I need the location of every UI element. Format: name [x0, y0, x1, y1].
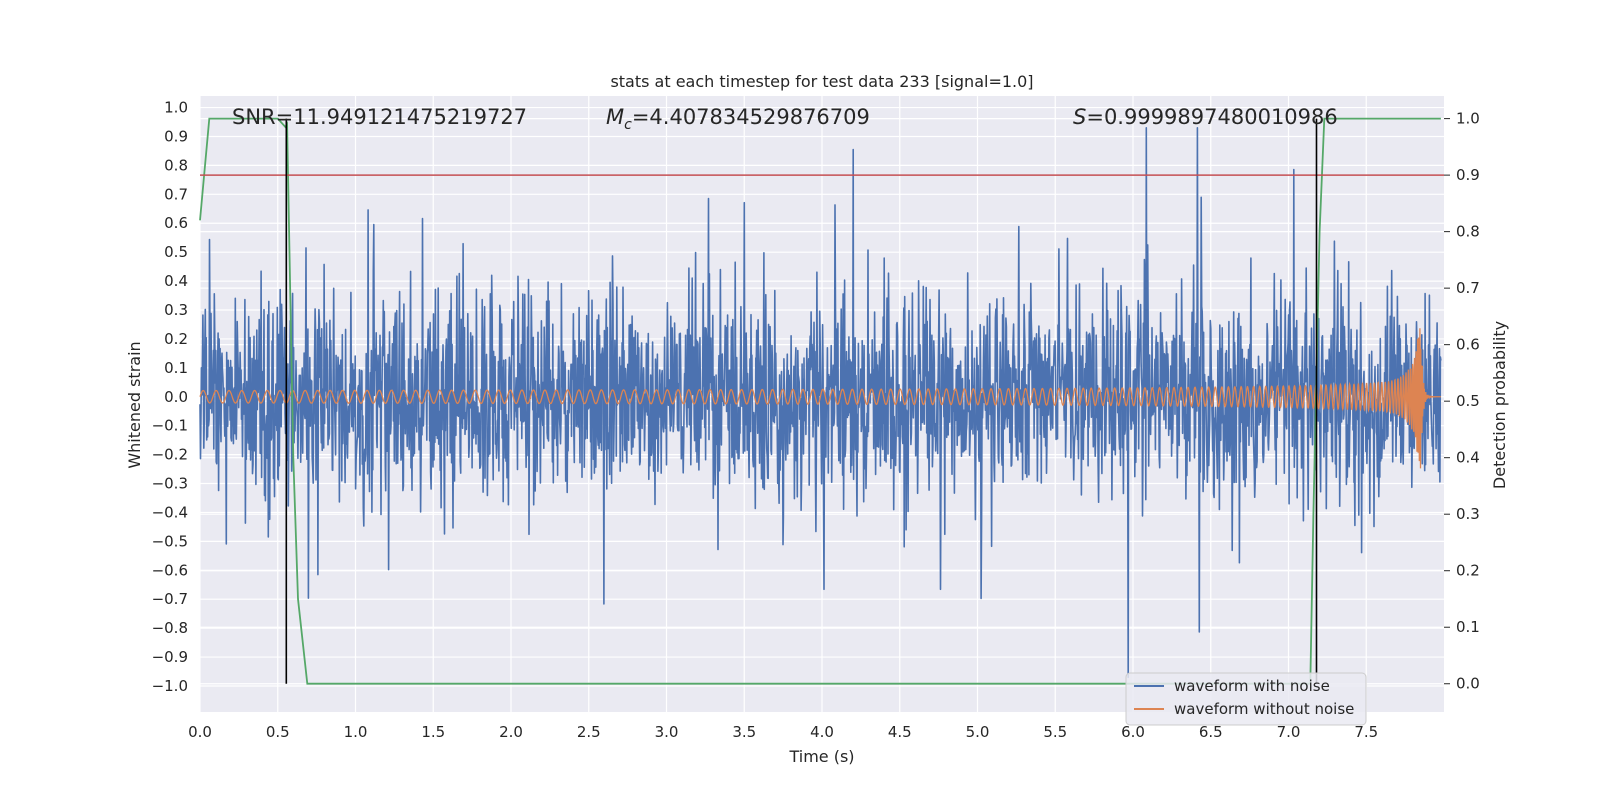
x-tick-label: 1.0: [344, 723, 368, 741]
y-tick-label: −0.8: [152, 619, 188, 637]
probability-series: [199, 117, 1441, 685]
x-tick-label: 2.0: [499, 723, 523, 741]
clean-waveform-line: [199, 328, 1441, 469]
overlay-lines: [200, 118, 1444, 684]
y-axis-label: Whitened strain: [125, 341, 144, 468]
y-tick-label: 0.1: [164, 359, 188, 377]
y-right-tick-label: 0.5: [1456, 392, 1480, 410]
y-right-tick-label: 1.0: [1456, 110, 1480, 128]
y-tick-label: −0.6: [152, 561, 188, 579]
x-tick-label: 0.5: [266, 723, 290, 741]
x-tick-label: 0.0: [188, 723, 212, 741]
y-tick-label: −0.2: [152, 446, 188, 464]
y-tick-label: −0.9: [152, 648, 188, 666]
x-tick-label: 5.5: [1043, 723, 1067, 741]
legend: waveform with noise waveform without noi…: [1125, 672, 1367, 726]
y-tick-label: 0.5: [164, 243, 188, 261]
y-right-tick-label: 0.2: [1456, 562, 1480, 580]
y-tick-label: −0.1: [152, 417, 188, 435]
y-tick-label: 0.9: [164, 127, 188, 145]
y-tick-label: −0.3: [152, 475, 188, 493]
y-tick-label: 0.4: [164, 272, 188, 290]
y-tick-label: 1.0: [164, 99, 188, 117]
y-tick-label: 0.2: [164, 330, 188, 348]
x-tick-label: 2.5: [577, 723, 601, 741]
x-tick-label: 4.0: [810, 723, 834, 741]
score-symbol: S: [1073, 105, 1086, 129]
y-tick-label: −1.0: [152, 677, 188, 695]
x-tick-label: 4.5: [888, 723, 912, 741]
score-value: =0.9999897480010986: [1086, 105, 1337, 129]
x-tick-label: 5.0: [966, 723, 990, 741]
y-right-tick-label: 0.9: [1456, 166, 1480, 184]
legend-box: [1125, 672, 1367, 726]
y-tick-label: −0.5: [152, 532, 188, 550]
x-axis-label: Time (s): [788, 747, 854, 766]
y-tick-label: 0.0: [164, 388, 188, 406]
y-tick-label: 0.6: [164, 214, 188, 232]
x-tick-label: 3.0: [655, 723, 679, 741]
score-annotation: S=0.9999897480010986: [1073, 105, 1338, 129]
y-tick-label: 0.7: [164, 185, 188, 203]
x-tick-label: 6.0: [1121, 723, 1145, 741]
legend-label-noisy: waveform with noise: [1174, 677, 1330, 695]
y-right-tick-label: 0.7: [1456, 279, 1480, 297]
x-tick-label: 7.5: [1354, 723, 1378, 741]
y-tick-label: 0.8: [164, 156, 188, 174]
y-right-tick-label: 0.3: [1456, 505, 1480, 523]
detection-probability-line: [199, 117, 1441, 685]
y-tick-label: −0.7: [152, 590, 188, 608]
snr-annotation: SNR=11.949121475219727: [232, 105, 527, 129]
x-tick-label: 1.5: [421, 723, 445, 741]
y-tick-label: 0.3: [164, 301, 188, 319]
y-axis-right-ticks: 1.0 0.9 0.8 0.7 0.6 0.5 0.4 0.3 0.2 0.1 0.0: [1444, 110, 1480, 693]
y-right-tick-label: 0.8: [1456, 223, 1480, 241]
y-tick-label: −0.4: [152, 503, 188, 521]
chirp-mass-symbol: M: [606, 105, 624, 129]
chart-title: stats at each timestep for test data 233…: [610, 72, 1033, 91]
legend-label-clean: waveform without noise: [1174, 700, 1354, 718]
chirp-mass-subscript: c: [624, 117, 632, 133]
y-axis-right-label: Detection probability: [1490, 321, 1509, 489]
x-tick-label: 7.0: [1277, 723, 1301, 741]
x-tick-label: 3.5: [732, 723, 756, 741]
y-axis-ticks: 1.0 0.9 0.8 0.7 0.6 0.5 0.4 0.3 0.2 0.1 0.0 −0.1 −0.…: [152, 99, 188, 695]
y-right-tick-label: 0.6: [1456, 336, 1480, 354]
noisy-waveform-line: [199, 127, 1442, 679]
noisy-waveform-series: [199, 127, 1442, 679]
clean-waveform-series: [199, 328, 1441, 469]
y-right-tick-label: 0.1: [1456, 618, 1480, 636]
chirp-mass-annotation: Mc=4.407834529876709: [606, 105, 870, 133]
x-tick-label: 6.5: [1199, 723, 1223, 741]
y-right-tick-label: 0.0: [1456, 675, 1480, 693]
x-axis-ticks: 0.0 0.5 1.0 1.5 2.0 2.5 3.0 3.5 4.0 4.5 5.0 5.5 6.0 6…: [188, 723, 1378, 741]
y-right-tick-label: 0.4: [1456, 449, 1480, 467]
chirp-mass-value: =4.407834529876709: [632, 105, 870, 129]
